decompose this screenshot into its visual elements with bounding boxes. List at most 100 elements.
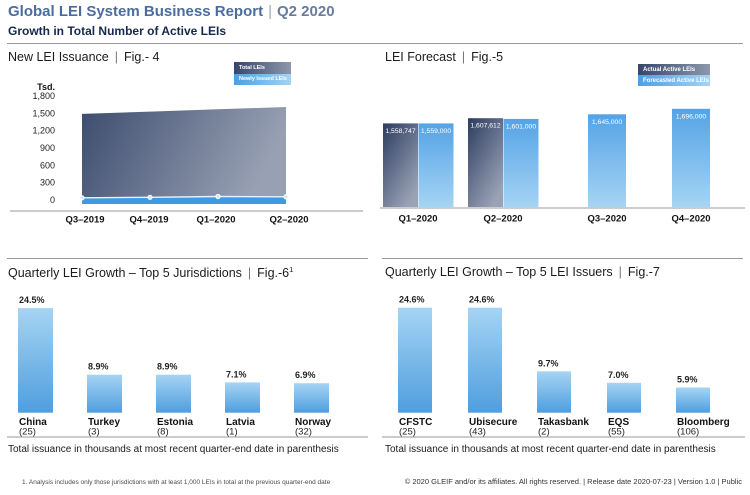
fig7-section-divider bbox=[382, 258, 743, 259]
growth-category-label: Bloomberg bbox=[677, 417, 730, 428]
title-separator: | bbox=[268, 3, 272, 20]
growth-value-label: 24.5% bbox=[19, 295, 45, 305]
forecast-active-bar bbox=[418, 123, 454, 207]
report-period: Q2 2020 bbox=[276, 3, 335, 20]
fig5-title-text: LEI Forecast bbox=[385, 50, 456, 64]
newly-issued-line bbox=[81, 195, 287, 199]
fig7-section-title: Quarterly LEI Growth – Top 5 LEI Issuers… bbox=[385, 265, 660, 279]
growth-bar bbox=[18, 308, 53, 413]
growth-value-label: 24.6% bbox=[469, 295, 495, 305]
total-leis-area bbox=[82, 107, 286, 204]
growth-value-label: 5.9% bbox=[677, 375, 698, 385]
growth-bar bbox=[676, 387, 710, 413]
fig5-x-label: Q4–2020 bbox=[671, 214, 710, 225]
growth-category-label: Ubisecure bbox=[469, 417, 518, 428]
forecast-active-value: 1,696,000 bbox=[676, 113, 706, 120]
growth-count-label: (106) bbox=[677, 427, 699, 438]
fig4-title-separator: | bbox=[114, 50, 118, 64]
fig4-x-label: Q4–2019 bbox=[129, 215, 168, 226]
fig6-fig-label: Fig.-6 bbox=[257, 266, 290, 281]
fig4-chart: Tsd.1,800 1,500 1,200 900 600 300 0 Q3–2019 Q4–2… bbox=[10, 82, 363, 226]
growth-bar bbox=[225, 382, 260, 413]
growth-category-label: Turkey bbox=[88, 417, 120, 428]
fig4-y-tick-label: 300 bbox=[40, 178, 55, 188]
growth-category-label: Takasbank bbox=[538, 417, 589, 428]
forecast-active-value: 1,601,000 bbox=[506, 123, 536, 130]
growth-value-label: 9.7% bbox=[538, 358, 559, 368]
fig4-y-unit-label: Tsd. bbox=[37, 82, 55, 92]
fig5-x-label: Q3–2020 bbox=[587, 214, 626, 225]
growth-count-label: (32) bbox=[295, 427, 312, 438]
newly-issued-marker bbox=[283, 194, 289, 200]
fig5-legend-forecast: Forecasted Active LEIs bbox=[638, 75, 710, 86]
growth-bar bbox=[537, 371, 571, 413]
growth-value-label: 6.9% bbox=[295, 370, 316, 380]
growth-category-label: CFSTC bbox=[399, 417, 432, 428]
growth-bar bbox=[294, 383, 329, 413]
newly-issued-marker bbox=[79, 195, 85, 201]
actual-active-value: 1,607,612 bbox=[470, 123, 500, 130]
forecast-active-bar bbox=[588, 114, 626, 208]
growth-value-label: 24.6% bbox=[399, 295, 425, 305]
growth-count-label: (43) bbox=[469, 427, 486, 438]
fig7-fig-label: Fig.-7 bbox=[627, 265, 660, 279]
fig4-y-tick-label: 600 bbox=[40, 160, 55, 170]
fig5-legend-actual: Actual Active LEIs bbox=[638, 64, 710, 75]
fig4-title-text: New LEI Issuance bbox=[8, 50, 109, 64]
fig7-caption: Total issuance in thousands at most rece… bbox=[385, 444, 716, 455]
fig4-y-tick-label: 1,800 bbox=[32, 91, 55, 101]
report-subtitle: Growth in Total Number of Active LEIs bbox=[8, 24, 227, 38]
footnote: 1. Analysis includes only those jurisdic… bbox=[22, 479, 331, 486]
fig6-caption: Total issuance in thousands at most rece… bbox=[8, 444, 339, 455]
growth-category-label: Estonia bbox=[157, 417, 194, 428]
header-divider bbox=[7, 43, 743, 44]
growth-value-label: 7.1% bbox=[226, 369, 247, 379]
growth-count-label: (25) bbox=[19, 427, 36, 438]
fig4-section-title: New LEI Issuance | Fig.- 4 bbox=[8, 50, 159, 64]
fig4-x-label: Q2–2020 bbox=[269, 215, 308, 226]
fig6-title-separator: | bbox=[247, 266, 252, 281]
growth-count-label: (1) bbox=[226, 427, 238, 438]
newly-issued-marker bbox=[147, 194, 153, 200]
growth-count-label: (25) bbox=[399, 427, 416, 438]
fig6-section-title: Quarterly LEI Growth – Top 5 Jurisdictio… bbox=[8, 265, 293, 280]
fig6-section-divider bbox=[7, 258, 368, 259]
actual-active-value: 1,558,747 bbox=[385, 128, 415, 135]
report-title: Global LEI System Business Report | Q2 202… bbox=[8, 3, 335, 20]
fig5-section-title: LEI Forecast | Fig.-5 bbox=[385, 50, 503, 64]
growth-value-label: 7.0% bbox=[608, 370, 629, 380]
fig7-chart: 24.6% CFSTC(25) 24.6% Ubisecure(43) 9.7% Taka… bbox=[382, 295, 745, 438]
fig5-chart: 1,558,747 1,607,612 1,559,000 1,601,000 1,64… bbox=[380, 108, 745, 225]
growth-category-label: China bbox=[19, 417, 47, 428]
fig4-fig-label: Fig.- 4 bbox=[124, 50, 160, 64]
fig6-title-text: Quarterly LEI Growth – Top 5 Jurisdictio… bbox=[8, 266, 242, 281]
newly-issued-marker bbox=[215, 193, 221, 200]
fig5-legend: Actual Active LEIs Forecasted Active LEI… bbox=[638, 64, 710, 86]
footer-text: © 2020 GLEIF and/or its affiliates. All … bbox=[404, 477, 742, 486]
fig4-y-tick-label: 0 bbox=[50, 195, 55, 205]
fig4-legend-total-leis: Total LEIs bbox=[234, 62, 291, 74]
growth-bar bbox=[468, 307, 502, 413]
growth-category-label: Latvia bbox=[226, 417, 255, 428]
fig4-x-label: Q1–2020 bbox=[196, 215, 235, 226]
fig6-fig-superscript: 1 bbox=[289, 265, 294, 274]
report-title-text: Global LEI System Business Report bbox=[8, 3, 264, 20]
growth-bar bbox=[398, 307, 432, 413]
growth-category-label: Norway bbox=[295, 417, 332, 428]
fig6-chart: 24.5% China(25) 8.9% Turkey(3) 8.9% Estonia(8… bbox=[7, 295, 368, 438]
growth-count-label: (2) bbox=[538, 427, 550, 438]
actual-active-bar bbox=[468, 118, 503, 207]
growth-count-label: (55) bbox=[608, 427, 625, 438]
fig5-x-label: Q1–2020 bbox=[398, 214, 437, 225]
fig5-title-separator: | bbox=[461, 50, 466, 64]
growth-bar bbox=[87, 374, 122, 413]
growth-bar bbox=[607, 382, 641, 413]
forecast-active-bar bbox=[672, 108, 710, 207]
growth-bar bbox=[156, 374, 191, 413]
growth-value-label: 8.9% bbox=[157, 362, 178, 372]
fig4-x-label: Q3–2019 bbox=[65, 215, 104, 226]
fig4-y-tick-label: 900 bbox=[40, 143, 55, 153]
forecast-active-value: 1,645,000 bbox=[592, 119, 622, 126]
growth-count-label: (8) bbox=[157, 427, 169, 438]
